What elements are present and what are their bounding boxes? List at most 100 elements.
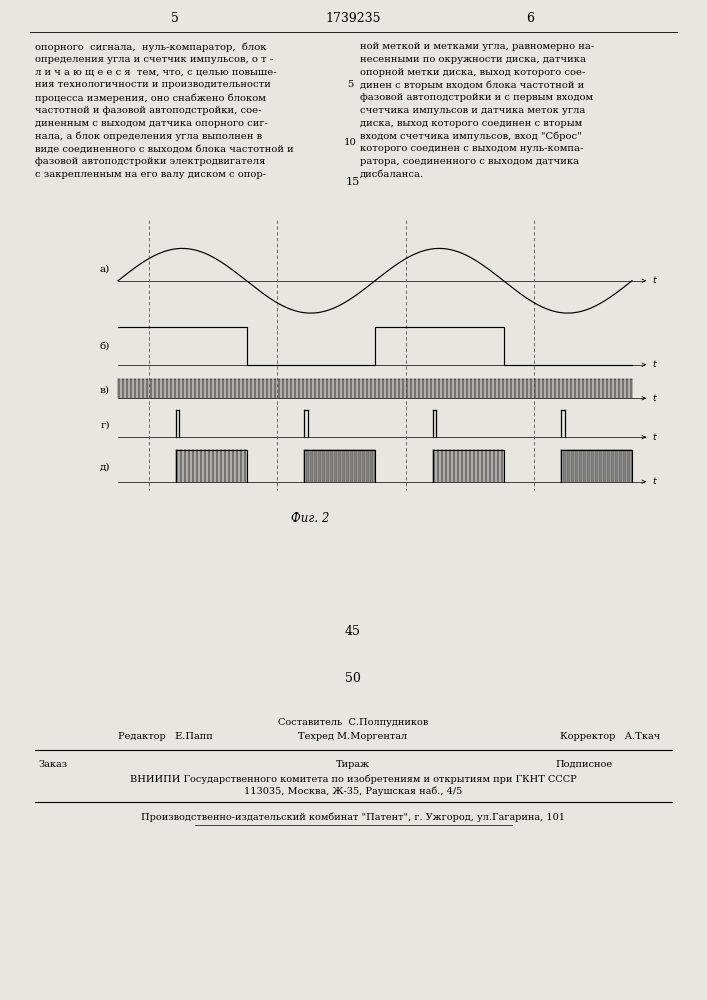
Bar xyxy=(466,379,468,398)
Bar xyxy=(198,379,200,398)
Text: 15: 15 xyxy=(346,177,360,187)
Text: Техред М.Моргентал: Техред М.Моргентал xyxy=(298,732,407,741)
Bar xyxy=(501,450,503,482)
Bar xyxy=(630,379,632,398)
Bar xyxy=(378,379,380,398)
Bar xyxy=(625,450,628,482)
Text: частотной и фазовой автоподстройки, сое-: частотной и фазовой автоподстройки, сое- xyxy=(35,106,262,115)
Bar xyxy=(629,450,631,482)
Bar xyxy=(462,379,464,398)
Bar xyxy=(340,450,342,482)
Bar xyxy=(422,379,424,398)
Bar xyxy=(236,450,238,482)
Bar xyxy=(469,450,471,482)
Bar xyxy=(266,379,268,398)
Bar xyxy=(325,450,327,482)
Bar xyxy=(461,450,463,482)
Bar xyxy=(490,379,492,398)
Bar xyxy=(332,450,334,482)
Bar xyxy=(142,379,144,398)
Bar xyxy=(232,450,234,482)
Bar xyxy=(224,450,226,482)
Text: t: t xyxy=(652,360,655,369)
Text: t: t xyxy=(652,394,655,403)
Bar xyxy=(130,379,132,398)
Bar xyxy=(242,379,244,398)
Bar xyxy=(414,379,416,398)
Text: д): д) xyxy=(100,462,110,472)
Bar xyxy=(590,450,592,482)
Bar xyxy=(180,450,182,482)
Bar xyxy=(184,450,186,482)
Bar xyxy=(126,379,128,398)
Bar xyxy=(202,379,204,398)
Bar xyxy=(220,450,222,482)
Text: фазовой автоподстройки электродвигателя: фазовой автоподстройки электродвигателя xyxy=(35,157,265,166)
Bar xyxy=(200,450,202,482)
Bar xyxy=(258,379,260,398)
Bar xyxy=(609,450,612,482)
Bar xyxy=(352,450,354,482)
Bar xyxy=(346,379,349,398)
Bar xyxy=(526,379,528,398)
Bar xyxy=(449,450,451,482)
Text: несенными по окружности диска, датчика: несенными по окружности диска, датчика xyxy=(360,55,586,64)
Bar xyxy=(457,450,459,482)
Bar xyxy=(166,379,168,398)
Text: определения угла и счетчик импульсов, о т -: определения угла и счетчик импульсов, о … xyxy=(35,55,273,64)
Bar xyxy=(622,379,624,398)
Text: Подписное: Подписное xyxy=(555,760,612,769)
Bar xyxy=(477,450,479,482)
Bar xyxy=(312,450,315,482)
Bar xyxy=(450,379,452,398)
Text: 1739235: 1739235 xyxy=(325,12,381,25)
Bar xyxy=(538,379,540,398)
Bar xyxy=(569,450,571,482)
Bar xyxy=(190,379,192,398)
Text: которого соединен с выходом нуль-компа-: которого соединен с выходом нуль-компа- xyxy=(360,144,583,153)
Bar xyxy=(481,450,483,482)
Bar xyxy=(344,450,346,482)
Text: ВНИИПИ Государственного комитета по изобретениям и открытиям при ГКНТ СССР: ВНИИПИ Государственного комитета по изоб… xyxy=(129,774,576,784)
Bar xyxy=(270,379,272,398)
Bar xyxy=(437,450,439,482)
Bar xyxy=(178,379,180,398)
Text: 5: 5 xyxy=(347,80,354,89)
Bar xyxy=(374,379,376,398)
Bar xyxy=(594,379,596,398)
Text: ния технологичности и производительности: ния технологичности и производительности xyxy=(35,80,271,89)
Bar xyxy=(582,379,584,398)
Bar xyxy=(433,450,435,482)
Bar xyxy=(192,450,194,482)
Bar xyxy=(146,379,148,398)
Bar xyxy=(328,450,331,482)
Bar xyxy=(316,450,319,482)
Bar xyxy=(550,379,552,398)
Bar xyxy=(182,379,185,398)
Text: 50: 50 xyxy=(345,672,361,685)
Bar xyxy=(618,379,620,398)
Bar xyxy=(398,379,400,398)
Bar xyxy=(441,450,443,482)
Bar xyxy=(373,450,375,482)
Bar xyxy=(314,379,316,398)
Bar xyxy=(562,379,564,398)
Bar xyxy=(302,379,304,398)
Bar xyxy=(445,450,447,482)
Bar xyxy=(506,379,508,398)
Bar xyxy=(214,379,216,398)
Bar xyxy=(498,379,500,398)
Bar xyxy=(186,379,188,398)
Bar xyxy=(240,450,242,482)
Text: в): в) xyxy=(100,386,110,395)
Bar xyxy=(306,379,308,398)
Text: дисбаланса.: дисбаланса. xyxy=(360,170,424,179)
Bar xyxy=(208,450,210,482)
Bar xyxy=(614,379,617,398)
Bar xyxy=(212,450,214,482)
Bar xyxy=(362,379,364,398)
Text: Заказ: Заказ xyxy=(38,760,67,769)
Bar xyxy=(542,379,544,398)
Bar xyxy=(250,379,252,398)
Bar xyxy=(610,379,612,398)
